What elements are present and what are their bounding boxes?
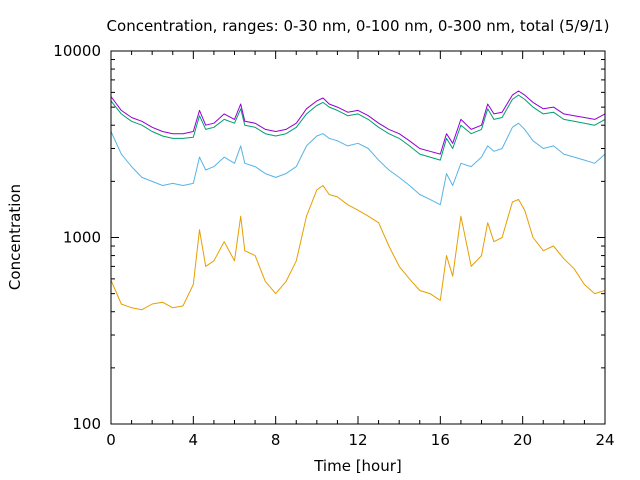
x-tick-label: 12	[348, 431, 367, 449]
x-tick-label: 16	[431, 431, 450, 449]
x-tick-label: 0	[106, 431, 116, 449]
tick-layer: 0 4 8 12 16 20 24 100 1000 10000	[53, 42, 614, 449]
x-tick-label: 8	[271, 431, 281, 449]
y-tick-label: 10000	[53, 42, 101, 60]
x-tick-label: 24	[595, 431, 614, 449]
chart-title: Concentration, ranges: 0-30 nm, 0-100 nm…	[107, 17, 610, 35]
y-axis-label: Concentration	[6, 184, 24, 290]
series-layer	[110, 90, 606, 311]
series-line-2	[110, 122, 606, 206]
series-line-1	[110, 185, 606, 311]
x-axis-label: Time [hour]	[313, 457, 402, 475]
x-tick-label: 4	[189, 431, 199, 449]
y-tick-label: 1000	[63, 229, 101, 247]
plot-frame	[110, 50, 606, 425]
series-line-4	[110, 90, 606, 155]
x-tick-label: 20	[513, 431, 532, 449]
series-line-3	[110, 94, 606, 161]
y-tick-label: 100	[72, 415, 101, 433]
